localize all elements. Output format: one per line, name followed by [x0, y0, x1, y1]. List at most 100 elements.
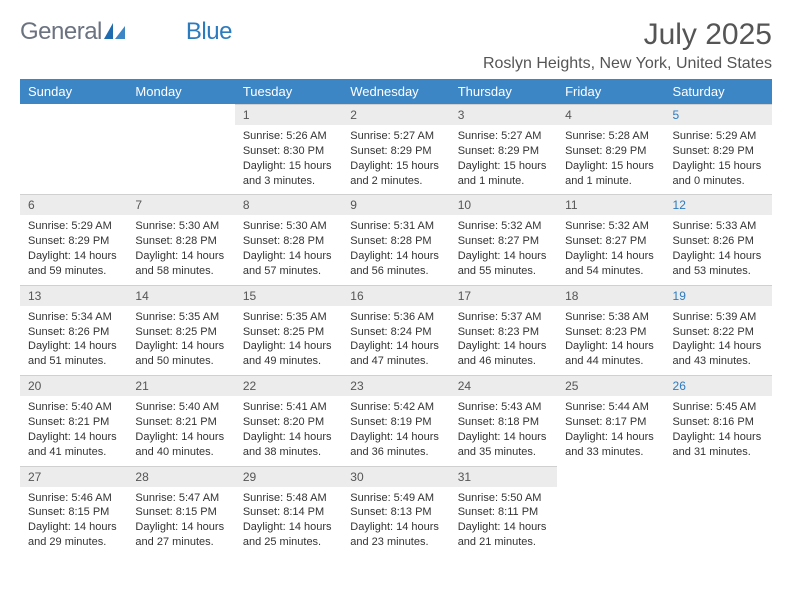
daylight-text: Daylight: 14 hours and 35 minutes. — [458, 430, 549, 460]
sunrise-text: Sunrise: 5:46 AM — [28, 491, 119, 506]
day-cell: 11Sunrise: 5:32 AMSunset: 8:27 PMDayligh… — [557, 194, 664, 284]
week-row: 6Sunrise: 5:29 AMSunset: 8:29 PMDaylight… — [20, 194, 772, 284]
col-saturday: Saturday — [665, 79, 772, 104]
day-number: 16 — [342, 285, 449, 306]
day-data: Sunrise: 5:29 AMSunset: 8:29 PMDaylight:… — [20, 215, 127, 284]
day-cell: 28Sunrise: 5:47 AMSunset: 8:15 PMDayligh… — [127, 466, 234, 556]
day-data: Sunrise: 5:45 AMSunset: 8:16 PMDaylight:… — [665, 396, 772, 465]
day-data: Sunrise: 5:39 AMSunset: 8:22 PMDaylight:… — [665, 306, 772, 375]
day-data: Sunrise: 5:27 AMSunset: 8:29 PMDaylight:… — [450, 125, 557, 194]
sunset-text: Sunset: 8:26 PM — [28, 325, 119, 340]
day-number: 24 — [450, 375, 557, 396]
sunrise-text: Sunrise: 5:29 AM — [673, 129, 764, 144]
day-cell: 15Sunrise: 5:35 AMSunset: 8:25 PMDayligh… — [235, 285, 342, 375]
col-thursday: Thursday — [450, 79, 557, 104]
day-data: Sunrise: 5:32 AMSunset: 8:27 PMDaylight:… — [557, 215, 664, 284]
sunset-text: Sunset: 8:21 PM — [135, 415, 226, 430]
sunrise-text: Sunrise: 5:49 AM — [350, 491, 441, 506]
sunset-text: Sunset: 8:29 PM — [458, 144, 549, 159]
day-cell: 18Sunrise: 5:38 AMSunset: 8:23 PMDayligh… — [557, 285, 664, 375]
daylight-text: Daylight: 14 hours and 27 minutes. — [135, 520, 226, 550]
day-number: 21 — [127, 375, 234, 396]
day-cell: 24Sunrise: 5:43 AMSunset: 8:18 PMDayligh… — [450, 375, 557, 465]
day-number: 18 — [557, 285, 664, 306]
sunrise-text: Sunrise: 5:41 AM — [243, 400, 334, 415]
sunrise-text: Sunrise: 5:33 AM — [673, 219, 764, 234]
sunset-text: Sunset: 8:16 PM — [673, 415, 764, 430]
day-cell: .. — [20, 104, 127, 194]
sunrise-text: Sunrise: 5:35 AM — [135, 310, 226, 325]
day-cell: 8Sunrise: 5:30 AMSunset: 8:28 PMDaylight… — [235, 194, 342, 284]
sunrise-text: Sunrise: 5:36 AM — [350, 310, 441, 325]
day-number: 1 — [235, 104, 342, 125]
daylight-text: Daylight: 14 hours and 21 minutes. — [458, 520, 549, 550]
daylight-text: Daylight: 14 hours and 57 minutes. — [243, 249, 334, 279]
sunrise-text: Sunrise: 5:29 AM — [28, 219, 119, 234]
sunset-text: Sunset: 8:21 PM — [28, 415, 119, 430]
sunrise-text: Sunrise: 5:30 AM — [243, 219, 334, 234]
day-number: 6 — [20, 194, 127, 215]
day-number: 13 — [20, 285, 127, 306]
day-number: 12 — [665, 194, 772, 215]
day-data: Sunrise: 5:49 AMSunset: 8:13 PMDaylight:… — [342, 487, 449, 556]
sunrise-text: Sunrise: 5:28 AM — [565, 129, 656, 144]
day-header-row: Sunday Monday Tuesday Wednesday Thursday… — [20, 79, 772, 104]
day-cell: 6Sunrise: 5:29 AMSunset: 8:29 PMDaylight… — [20, 194, 127, 284]
week-row: ....1Sunrise: 5:26 AMSunset: 8:30 PMDayl… — [20, 104, 772, 194]
sunset-text: Sunset: 8:28 PM — [243, 234, 334, 249]
sunrise-text: Sunrise: 5:26 AM — [243, 129, 334, 144]
daylight-text: Daylight: 14 hours and 36 minutes. — [350, 430, 441, 460]
col-sunday: Sunday — [20, 79, 127, 104]
week-row: 20Sunrise: 5:40 AMSunset: 8:21 PMDayligh… — [20, 375, 772, 465]
brand-part1: General — [20, 18, 102, 46]
header: General Blue July 2025 Roslyn Heights, N… — [20, 18, 772, 73]
day-data: Sunrise: 5:50 AMSunset: 8:11 PMDaylight:… — [450, 487, 557, 556]
daylight-text: Daylight: 14 hours and 59 minutes. — [28, 249, 119, 279]
day-number: 20 — [20, 375, 127, 396]
daylight-text: Daylight: 14 hours and 51 minutes. — [28, 339, 119, 369]
day-data: Sunrise: 5:34 AMSunset: 8:26 PMDaylight:… — [20, 306, 127, 375]
sunset-text: Sunset: 8:11 PM — [458, 505, 549, 520]
day-cell: 30Sunrise: 5:49 AMSunset: 8:13 PMDayligh… — [342, 466, 449, 556]
sunset-text: Sunset: 8:25 PM — [243, 325, 334, 340]
sunset-text: Sunset: 8:23 PM — [565, 325, 656, 340]
day-number: 4 — [557, 104, 664, 125]
col-friday: Friday — [557, 79, 664, 104]
daylight-text: Daylight: 14 hours and 49 minutes. — [243, 339, 334, 369]
sunrise-text: Sunrise: 5:27 AM — [350, 129, 441, 144]
sunrise-text: Sunrise: 5:48 AM — [243, 491, 334, 506]
day-data: Sunrise: 5:30 AMSunset: 8:28 PMDaylight:… — [127, 215, 234, 284]
daylight-text: Daylight: 14 hours and 29 minutes. — [28, 520, 119, 550]
day-number: 17 — [450, 285, 557, 306]
sunset-text: Sunset: 8:13 PM — [350, 505, 441, 520]
day-cell: 25Sunrise: 5:44 AMSunset: 8:17 PMDayligh… — [557, 375, 664, 465]
day-cell: 2Sunrise: 5:27 AMSunset: 8:29 PMDaylight… — [342, 104, 449, 194]
day-number: 28 — [127, 466, 234, 487]
sunset-text: Sunset: 8:28 PM — [350, 234, 441, 249]
sunset-text: Sunset: 8:17 PM — [565, 415, 656, 430]
day-number: 31 — [450, 466, 557, 487]
daylight-text: Daylight: 15 hours and 3 minutes. — [243, 159, 334, 189]
sunset-text: Sunset: 8:29 PM — [673, 144, 764, 159]
sunset-text: Sunset: 8:30 PM — [243, 144, 334, 159]
day-number: 26 — [665, 375, 772, 396]
day-cell: 19Sunrise: 5:39 AMSunset: 8:22 PMDayligh… — [665, 285, 772, 375]
sail-icon — [104, 23, 126, 41]
daylight-text: Daylight: 14 hours and 43 minutes. — [673, 339, 764, 369]
day-number: 27 — [20, 466, 127, 487]
day-cell: 5Sunrise: 5:29 AMSunset: 8:29 PMDaylight… — [665, 104, 772, 194]
week-row: 13Sunrise: 5:34 AMSunset: 8:26 PMDayligh… — [20, 285, 772, 375]
brand-logo: General Blue — [20, 18, 232, 46]
daylight-text: Daylight: 14 hours and 23 minutes. — [350, 520, 441, 550]
sunset-text: Sunset: 8:18 PM — [458, 415, 549, 430]
day-cell: 7Sunrise: 5:30 AMSunset: 8:28 PMDaylight… — [127, 194, 234, 284]
sunset-text: Sunset: 8:19 PM — [350, 415, 441, 430]
sunset-text: Sunset: 8:29 PM — [565, 144, 656, 159]
sunset-text: Sunset: 8:15 PM — [135, 505, 226, 520]
daylight-text: Daylight: 14 hours and 56 minutes. — [350, 249, 441, 279]
daylight-text: Daylight: 14 hours and 55 minutes. — [458, 249, 549, 279]
day-data: Sunrise: 5:38 AMSunset: 8:23 PMDaylight:… — [557, 306, 664, 375]
day-data: Sunrise: 5:40 AMSunset: 8:21 PMDaylight:… — [127, 396, 234, 465]
day-data: Sunrise: 5:42 AMSunset: 8:19 PMDaylight:… — [342, 396, 449, 465]
daylight-text: Daylight: 14 hours and 54 minutes. — [565, 249, 656, 279]
